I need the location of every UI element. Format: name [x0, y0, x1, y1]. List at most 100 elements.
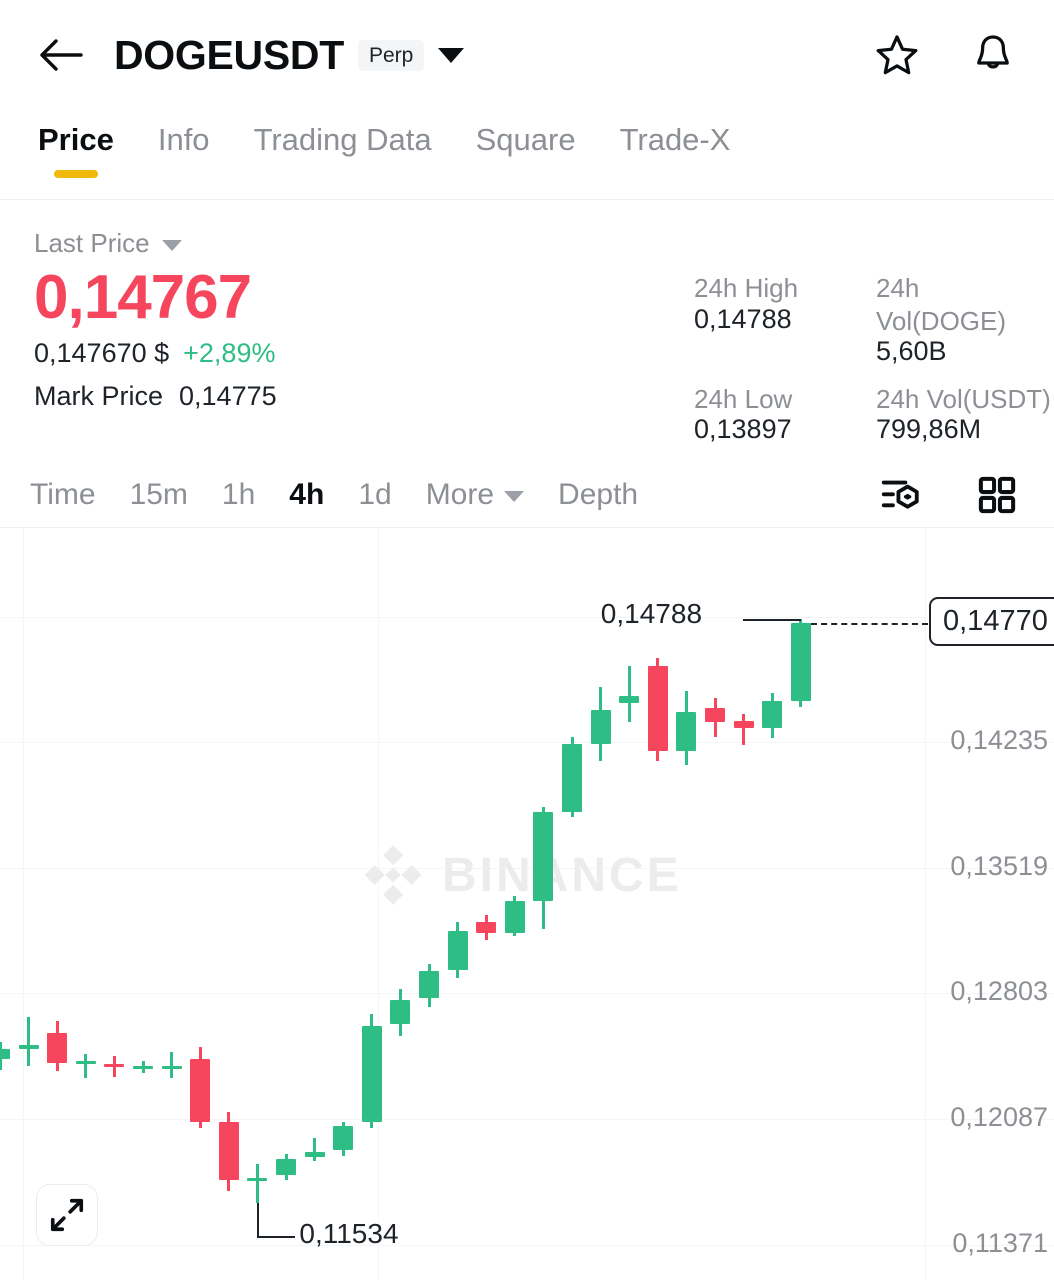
bell-icon — [977, 35, 1009, 69]
candle — [419, 964, 439, 1007]
grid-layout-icon — [978, 476, 1016, 514]
last-price-value: 0,14767 — [34, 263, 252, 332]
tab-square[interactable]: Square — [472, 118, 580, 158]
stat-24h-high: 24h High 0,14788 — [694, 272, 836, 369]
candle — [133, 1060, 153, 1074]
tf-1h[interactable]: 1h — [221, 478, 256, 511]
tf-more-button[interactable]: More — [426, 478, 525, 512]
tab-label: Trade-X — [619, 122, 731, 157]
tf-15m[interactable]: 15m — [129, 478, 188, 511]
candle — [18, 1017, 39, 1067]
last-price-selector[interactable]: Last Price — [34, 228, 694, 259]
binance-diamond-icon — [364, 845, 422, 905]
stat-24h-vol-quote: 24h Vol(USDT) 799,86M — [876, 383, 1054, 447]
tab-label: Square — [475, 122, 576, 157]
stat-value: 799,86M — [876, 414, 982, 445]
alerts-button[interactable] — [966, 28, 1020, 82]
candle — [504, 896, 525, 937]
candlestick-chart[interactable]: BINANCE 0,14788 0,11534 0,14770 0,149510… — [0, 527, 1054, 1280]
mark-price-row: Mark Price 0,14775 — [34, 381, 694, 412]
tab-info[interactable]: Info — [154, 118, 214, 158]
stat-label: 24h Vol(USDT) — [876, 383, 1051, 414]
candle — [276, 1153, 296, 1181]
market-stats: 24h High 0,14788 24h Vol(DOGE) 5,60B 24h… — [694, 272, 1054, 447]
gridline-horizontal — [0, 742, 1054, 744]
candle — [47, 1020, 68, 1072]
gridline-horizontal — [0, 616, 1054, 618]
axis-tick-label: 0,12803 — [950, 976, 1048, 1007]
candle — [705, 697, 725, 737]
candle — [304, 1138, 325, 1161]
tab-trade-x[interactable]: Trade-X — [616, 118, 735, 158]
last-price-dashed-line — [810, 622, 928, 625]
symbol-name: DOGEUSDT — [114, 31, 344, 78]
tf-time[interactable]: Time — [30, 478, 96, 511]
candle — [619, 666, 640, 723]
top-bar-actions — [870, 28, 1020, 82]
tab-label: Trading Data — [253, 122, 432, 157]
candle — [790, 619, 811, 707]
last-price-label: Last Price — [34, 228, 150, 258]
tf-4h[interactable]: 4h — [289, 478, 325, 511]
gridline-vertical — [925, 528, 926, 1280]
stat-label: 24h High — [694, 273, 799, 303]
candle — [218, 1111, 239, 1191]
section-tabs: Price Info Trading Data Square Trade-X — [0, 118, 1054, 200]
candle — [247, 1164, 268, 1203]
candle — [733, 713, 754, 746]
axis-tick-label: 0,14235 — [950, 725, 1048, 756]
back-button[interactable] — [34, 28, 88, 82]
favorite-button[interactable] — [870, 28, 924, 82]
top-app-bar: DOGEUSDT Perp — [0, 0, 1054, 110]
gridline-horizontal — [0, 993, 1054, 995]
stat-label: 24h Low — [694, 383, 793, 414]
star-icon — [876, 35, 918, 75]
axis-tick-label: 0,11371 — [952, 1227, 1048, 1258]
period-high-label: 0,14788 — [600, 598, 703, 629]
period-low-leader-horizontal — [257, 1236, 296, 1238]
gridline-horizontal — [0, 867, 1054, 869]
period-high-leader-line — [742, 619, 801, 621]
tab-trading-data[interactable]: Trading Data — [250, 118, 436, 158]
price-sub-row: 0,147670 $ +2,89% — [34, 338, 694, 369]
candle — [161, 1052, 182, 1079]
candle — [447, 922, 468, 979]
candle — [390, 989, 411, 1037]
mark-price-value: 0,14775 — [179, 381, 277, 412]
period-low-leader-vertical — [257, 1202, 260, 1236]
gridline-vertical — [378, 528, 379, 1280]
candle — [361, 1013, 382, 1128]
candle — [590, 687, 611, 762]
stat-value: 0,14788 — [694, 303, 792, 334]
candle — [762, 692, 783, 739]
chevron-down-icon[interactable] — [438, 47, 465, 63]
last-price-tag[interactable]: 0,14770 — [929, 596, 1054, 646]
tf-1d[interactable]: 1d — [358, 478, 392, 511]
stat-value: 5,60B — [876, 336, 947, 366]
indicators-button[interactable] — [874, 468, 928, 522]
candle — [533, 806, 554, 930]
tf-depth[interactable]: Depth — [558, 478, 639, 511]
tab-price[interactable]: Price — [34, 118, 118, 158]
price-usd-value: 0,147670 $ — [34, 338, 170, 369]
indicator-settings-icon — [881, 480, 919, 509]
axis-tick-label: 0,13519 — [950, 850, 1048, 881]
candle — [104, 1055, 125, 1077]
stat-24h-low: 24h Low 0,13897 — [694, 383, 836, 447]
tab-label: Price — [38, 122, 114, 157]
contract-type-badge: Perp — [357, 39, 425, 71]
chevron-down-icon[interactable] — [161, 240, 182, 251]
stat-value: 0,13897 — [694, 414, 792, 445]
chart-tool-icons — [874, 468, 1024, 522]
candle — [647, 657, 668, 762]
layout-button[interactable] — [970, 468, 1024, 522]
stat-24h-vol-base: 24h Vol(DOGE) 5,60B — [876, 272, 1054, 369]
arrow-left-icon — [40, 39, 83, 71]
fullscreen-button[interactable] — [36, 1184, 98, 1246]
chevron-down-icon — [504, 491, 525, 502]
price-summary: Last Price 0,14767 0,147670 $ +2,89% Mar… — [34, 228, 694, 412]
symbol-selector[interactable]: DOGEUSDT Perp — [114, 31, 465, 79]
axis-tick-label: 0,12087 — [950, 1102, 1048, 1132]
candle — [75, 1053, 96, 1079]
